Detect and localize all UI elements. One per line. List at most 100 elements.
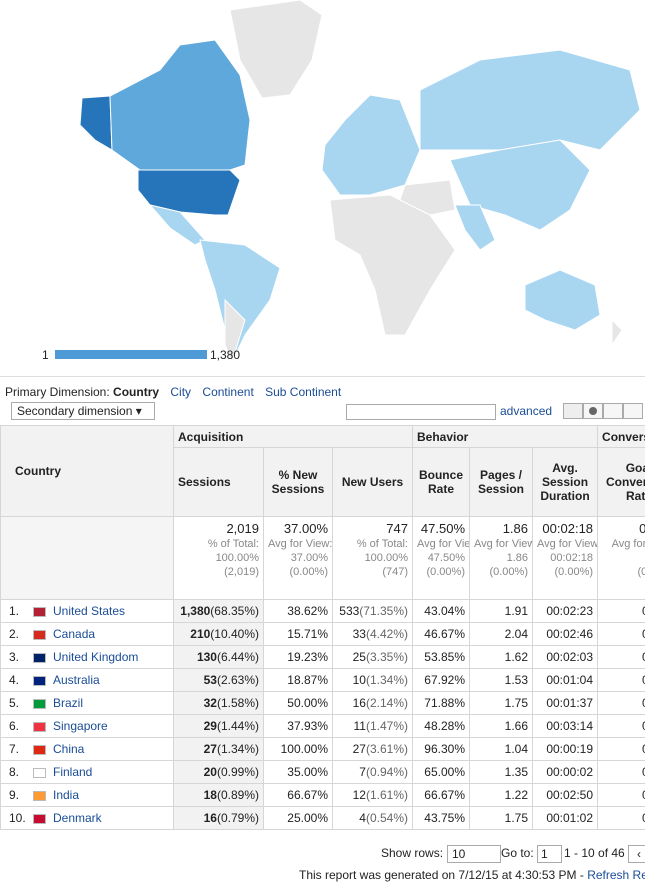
new-sessions-cell: 100.00%	[263, 737, 333, 761]
totals-sub: 0.00%	[602, 551, 645, 565]
metric-cell: 00:02:46	[531, 622, 599, 646]
page-range: 1 - 10 of 46	[564, 846, 625, 860]
totals-cell: 747 % of Total: 100.00% (747)	[332, 516, 413, 600]
metric-cell: 00:03:14	[531, 714, 599, 738]
flag	[33, 698, 46, 709]
sessions: 27	[203, 742, 217, 756]
new-users: 4	[359, 811, 366, 825]
new-users-pct: (0.94%)	[365, 765, 408, 779]
dimension-option[interactable]: City	[170, 385, 192, 399]
totals-cell: 2,019 % of Total: 100.00% (2,019)	[173, 516, 264, 600]
country-link[interactable]: Singapore	[53, 719, 108, 733]
prev-button[interactable]: ‹	[628, 845, 645, 863]
country-cell: 2. Canada	[0, 622, 174, 646]
data-row: 4. Australia 53(2.63%) 18.87% 10(1.34%) 67.92…	[0, 668, 645, 692]
view-icons[interactable]	[563, 403, 645, 420]
metric-cell: 65.00%	[412, 760, 470, 784]
data-row: 1. United States 1,380(68.35%) 38.62% 533(71…	[0, 599, 645, 623]
new-users: 11	[353, 719, 366, 733]
dimension-option[interactable]: Continent	[202, 385, 254, 399]
country-link[interactable]: India	[53, 788, 80, 802]
metric-cell: 00:01:02	[531, 806, 599, 830]
country-link[interactable]: Australia	[53, 673, 100, 687]
metric-cell: 1.35	[469, 760, 533, 784]
totals-row: 2,019 % of Total: 100.00% (2,019) 37.00% Avg …	[0, 516, 645, 600]
totals-main: 47.50%	[420, 521, 465, 536]
country-link[interactable]: Brazil	[53, 696, 84, 710]
country-cell: 10. Denmark	[0, 806, 174, 830]
rank: 9.	[9, 788, 20, 802]
dimension-bar: Primary Dimension: Country City Continen…	[5, 385, 341, 399]
sessions-cell: 29(1.44%)	[173, 714, 264, 738]
totals-main: 37.00%	[283, 521, 328, 536]
sessions-pct: (0.79%)	[216, 811, 259, 825]
country-header: Country	[0, 425, 174, 517]
search-box[interactable]	[346, 404, 496, 420]
sessions-pct: (68.35%)	[210, 604, 259, 618]
dimension-option[interactable]: Sub Continent	[265, 385, 342, 399]
sessions-cell: 27(1.34%)	[173, 737, 264, 761]
refresh-link[interactable]: Refresh Report	[587, 868, 645, 882]
rank: 5.	[9, 696, 20, 710]
totals-sub: 100.00%	[364, 552, 408, 564]
country-cell: 7. China	[0, 737, 174, 761]
sessions-pct: (1.44%)	[216, 719, 259, 733]
new-sessions-cell: 15.71%	[263, 622, 333, 646]
metric-cell: 0.00%	[597, 737, 645, 761]
metric-cell: 0.00%	[597, 714, 645, 738]
generated: This report was generated on 7/12/15 at …	[299, 868, 584, 882]
sessions-cell: 1,380(68.35%)	[173, 599, 264, 623]
country-link[interactable]: United States	[53, 604, 126, 618]
country-cell: 9. India	[0, 783, 174, 807]
new-users-cell: 12(1.61%)	[332, 783, 413, 807]
world-map	[55, 0, 641, 364]
country-link[interactable]: Finland	[53, 765, 93, 779]
new-users: 25	[352, 650, 366, 664]
country-link[interactable]: Denmark	[53, 811, 102, 825]
sessions: 16	[203, 811, 217, 825]
country-cell: 1. United States	[0, 599, 174, 623]
column-header: Goal Conversion Rate	[597, 447, 645, 517]
new-sessions-cell: 19.23%	[263, 645, 333, 669]
sessions-pct: (0.99%)	[216, 765, 259, 779]
totals-main: 0.00%	[602, 518, 645, 538]
new-users-cell: 533(71.35%)	[332, 599, 413, 623]
country-link[interactable]: United Kingdom	[53, 650, 139, 664]
rank: 2.	[9, 627, 20, 641]
new-sessions-cell: 38.62%	[263, 599, 333, 623]
country-cell: 8. Finland	[0, 760, 174, 784]
sessions-cell: 32(1.58%)	[173, 691, 264, 715]
metric-cell: 0.00%	[597, 783, 645, 807]
rank: 6.	[9, 719, 20, 733]
country-link[interactable]: China	[53, 742, 85, 756]
totals-sub: 37.00%	[290, 552, 328, 564]
metric-cell: 67.92%	[412, 668, 470, 692]
metric-cell: 00:02:23	[531, 599, 599, 623]
totals-sub: Avg for View:	[474, 538, 533, 550]
flag	[33, 606, 46, 617]
data-row: 7. China 27(1.34%) 100.00% 27(3.61%) 96.30% 1.…	[0, 737, 645, 761]
metric-cell: 00:01:37	[531, 691, 599, 715]
totals-sub: Avg for View:	[268, 538, 333, 550]
rank: 1.	[9, 604, 20, 618]
metric-cell: 0.00%	[597, 622, 645, 646]
metric-cell: 00:02:50	[531, 783, 599, 807]
totals-cell: 37.00% Avg for View: 37.00% (0.00%)	[263, 516, 333, 600]
country-link[interactable]: Canada	[53, 627, 96, 641]
goto-input[interactable]: 1	[537, 845, 562, 863]
secondary-dimension[interactable]: Secondary dimension ▾	[11, 402, 155, 420]
metric-cell: 0.00%	[597, 645, 645, 669]
rows-select[interactable]: 10	[447, 845, 501, 863]
sessions-cell: 53(2.63%)	[173, 668, 264, 692]
metric-cell: 1.62	[469, 645, 533, 669]
data-row: 6. Singapore 29(1.44%) 37.93% 11(1.47%) 48.28…	[0, 714, 645, 738]
flag	[33, 790, 46, 801]
new-users-cell: 25(3.35%)	[332, 645, 413, 669]
dimension-active: Country	[113, 385, 160, 399]
column-header: Bounce Rate	[412, 447, 470, 517]
sessions-cell: 18(0.89%)	[173, 783, 264, 807]
totals-sub: Avg for View:	[417, 538, 469, 550]
totals-sub: (0.00%)	[489, 566, 528, 578]
metric-cell: 71.88%	[412, 691, 470, 715]
advanced-link[interactable]: advanced	[500, 404, 553, 418]
